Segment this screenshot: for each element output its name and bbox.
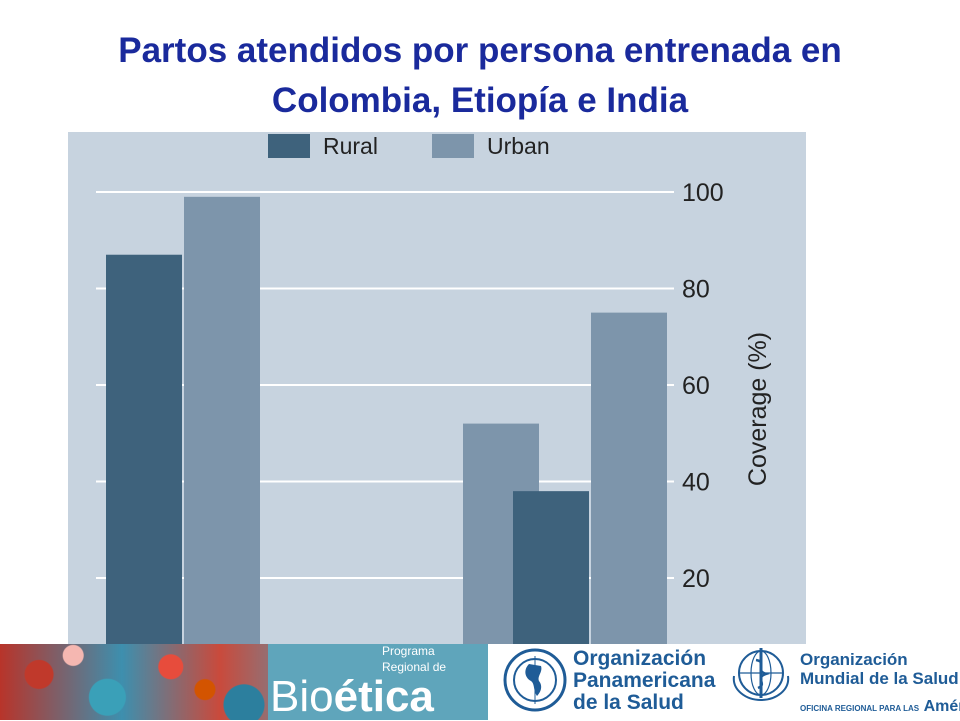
oms-office-americas: Américas bbox=[923, 698, 960, 715]
legend-swatch-rural bbox=[268, 134, 310, 158]
slide-title-line-1: Partos atendidos por persona entrenada e… bbox=[118, 31, 842, 70]
slide-title: Partos atendidos por persona entrenada e… bbox=[0, 26, 960, 126]
bar-chart: 20 40 60 80 100 Coverage (%) Rural Urban bbox=[68, 132, 806, 644]
bioetica-program-label: Programa bbox=[382, 644, 435, 658]
ops-line-1: Organización bbox=[573, 647, 707, 670]
footer-logos: Programa Regional de Bioética Organizaci… bbox=[0, 644, 960, 720]
ops-line-2: Panamericana bbox=[573, 669, 716, 692]
bar-rural-colombia bbox=[106, 254, 182, 644]
bioetica-word-etica: ética bbox=[333, 672, 434, 721]
oms-office-label: OFICINA REGIONAL PARA LAS bbox=[800, 704, 920, 713]
ops-logo-text: Organización Panamericana de la Salud bbox=[573, 648, 715, 714]
bar-chart-svg: 20 40 60 80 100 Coverage (%) Rural Urban bbox=[96, 133, 772, 644]
who-emblem-icon bbox=[732, 648, 790, 702]
legend-label-urban: Urban bbox=[487, 133, 550, 159]
y-axis-label: Coverage (%) bbox=[744, 332, 772, 486]
bar-urban-colombia bbox=[184, 196, 260, 644]
y-tick-label-100: 100 bbox=[682, 179, 724, 207]
y-tick-label-60: 60 bbox=[682, 372, 710, 400]
bar-rural-india bbox=[513, 491, 589, 644]
y-tick-label-40: 40 bbox=[682, 469, 710, 497]
oms-line-2: Mundial de la Salud bbox=[800, 669, 959, 688]
oms-regional-office: OFICINA REGIONAL PARA LAS Américas bbox=[800, 698, 960, 716]
y-tick-label-20: 20 bbox=[682, 565, 710, 593]
legend-swatch-urban bbox=[432, 134, 474, 158]
ops-emblem-icon bbox=[503, 648, 567, 712]
oms-line-1: Organización bbox=[800, 650, 908, 669]
ops-line-3: de la Salud bbox=[573, 691, 684, 714]
slide-title-line-2: Colombia, Etiopía e India bbox=[271, 81, 689, 120]
bar-urban-india bbox=[591, 312, 667, 644]
oms-logo-text: Organización Mundial de la Salud bbox=[800, 650, 959, 688]
legend-label-rural: Rural bbox=[323, 133, 378, 159]
y-tick-label-80: 80 bbox=[682, 276, 710, 304]
bioetica-word-bio: Bio bbox=[270, 672, 334, 721]
bioetica-banner-panel bbox=[268, 644, 488, 720]
bioetica-regional-label: Regional de bbox=[382, 660, 447, 674]
bioetica-logo-text: Bioética bbox=[270, 674, 434, 720]
